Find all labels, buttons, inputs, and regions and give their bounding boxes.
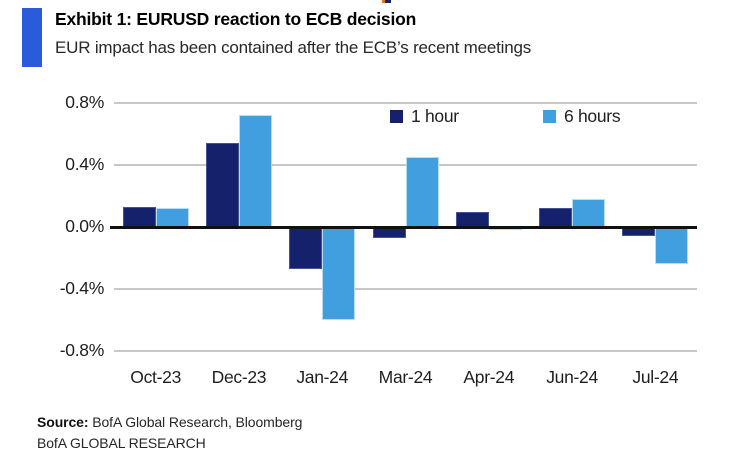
gridline-0.8%	[114, 102, 697, 104]
legend-label-6-hours: 6 hours	[564, 106, 621, 126]
bar-6-hours-Jul-24	[655, 227, 689, 265]
y-axis-tick-label: 0.4%	[65, 154, 104, 174]
zero-axis-line	[110, 225, 697, 229]
exhibit-title: Exhibit 1: EURUSD reaction to ECB decisi…	[55, 9, 417, 29]
legend-item-1-hour: 1 hour	[390, 106, 459, 127]
y-axis-tick-label: -0.8%	[59, 340, 105, 360]
x-axis-tick-label: Apr-24	[463, 367, 515, 387]
y-axis-tick-label: 0.0%	[65, 216, 104, 236]
exhibit-subtitle: EUR impact has been contained after the …	[55, 38, 532, 57]
bar-6-hours-Jan-24	[322, 227, 356, 320]
clipped-text-artifact	[382, 0, 391, 3]
y-axis-tick-label: 0.8%	[65, 92, 104, 112]
source-text: BofA Global Research, Bloomberg	[92, 414, 303, 430]
bar-1-hour-Mar-24	[372, 227, 406, 238]
bar-6-hours-Dec-23	[238, 115, 272, 227]
title-accent-bar	[22, 8, 42, 67]
bar-1-hour-Dec-23	[205, 143, 239, 227]
bar-1-hour-Jan-24	[289, 227, 323, 269]
x-axis-tick-label: Jul-24	[632, 367, 679, 387]
source-label: Source:	[37, 414, 89, 430]
legend-label-1-hour: 1 hour	[411, 106, 459, 126]
x-axis-tick-label: Oct-23	[130, 367, 182, 387]
x-axis-tick-label: Dec-23	[211, 367, 267, 387]
bar-1-hour-Oct-23	[122, 206, 156, 227]
gridline--0.4%	[114, 288, 697, 290]
brand-line: BofA GLOBAL RESEARCH	[37, 435, 206, 451]
source-block: Source: BofA Global Research, Bloomberg …	[37, 412, 302, 454]
x-axis-tick-label: Jun-24	[546, 367, 598, 387]
x-axis-tick-label: Mar-24	[378, 367, 433, 387]
bar-chart-plot-area: 0.8% 0.4% 0.0% -0.4% -0.8% Oct-23 Dec-23 Jan-24…	[60, 92, 697, 387]
legend-item-6-hours: 6 hours	[543, 106, 621, 127]
legend-swatch-6-hours	[543, 110, 556, 123]
bar-1-hour-Jun-24	[539, 208, 573, 227]
source-line: Source: BofA Global Research, Bloomberg	[37, 412, 302, 433]
y-axis-tick-label: -0.4%	[59, 278, 105, 298]
gridline--0.8%	[114, 350, 697, 352]
x-axis-tick-label: Jan-24	[296, 367, 349, 387]
bar-6-hours-Jun-24	[572, 199, 606, 227]
legend-swatch-1-hour	[390, 110, 403, 123]
bar-6-hours-Oct-23	[155, 208, 189, 227]
bar-6-hours-Mar-24	[405, 157, 439, 227]
